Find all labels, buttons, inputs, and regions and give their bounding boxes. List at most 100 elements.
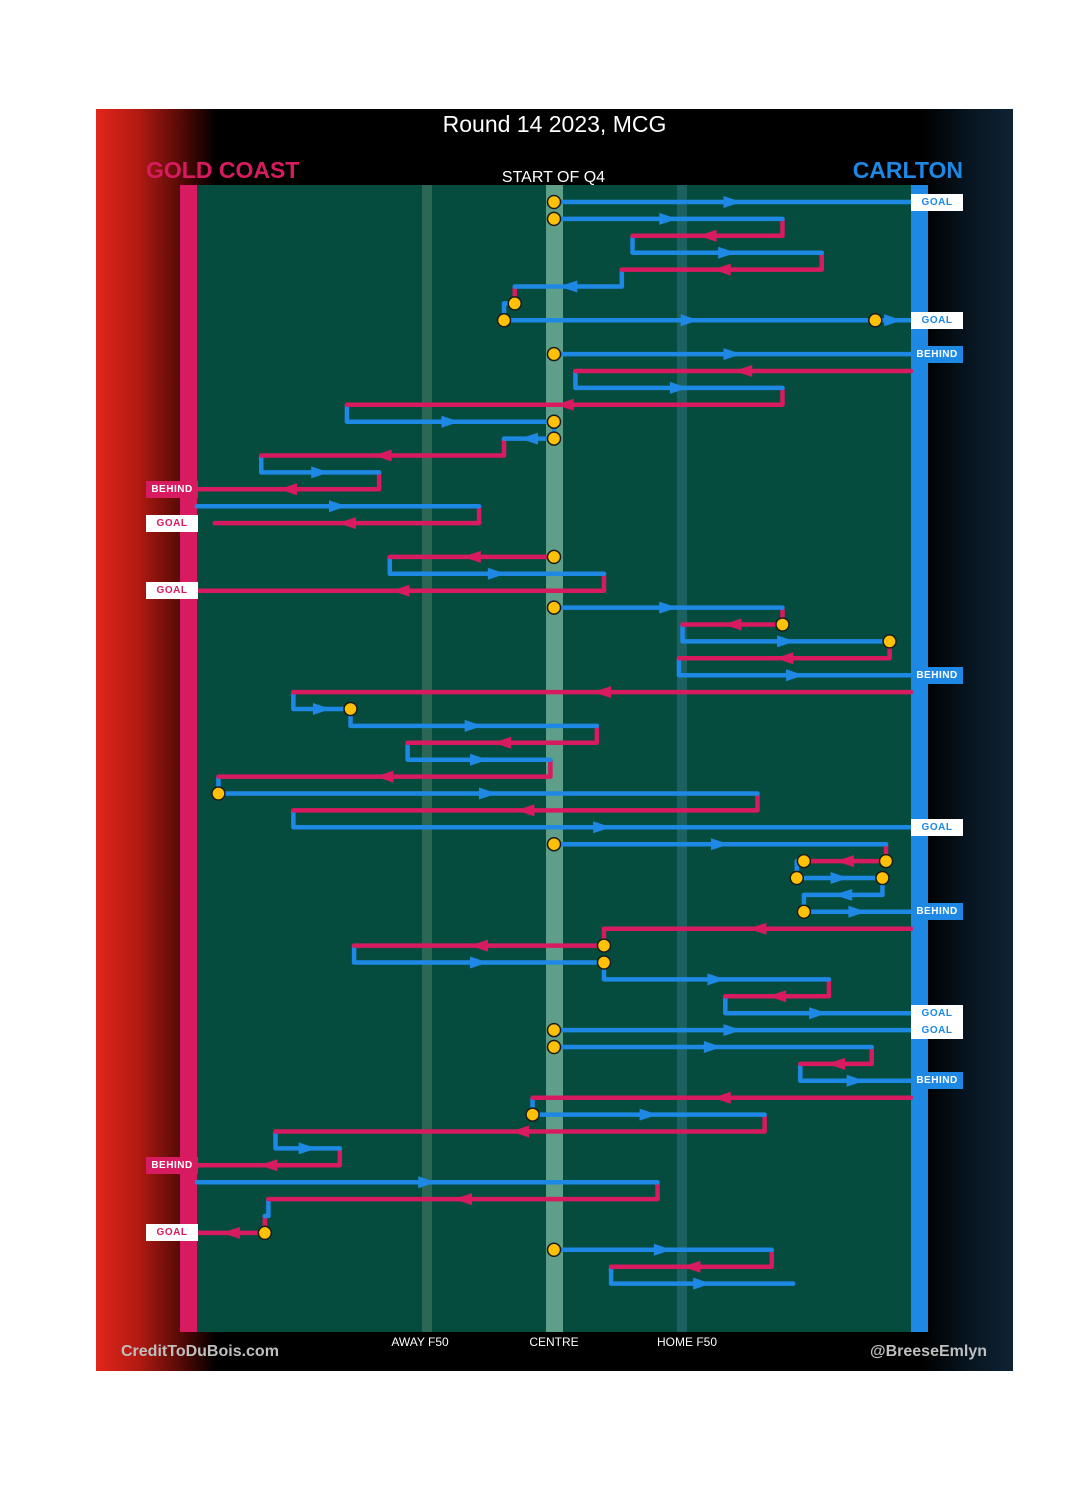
direction-arrow [846, 1074, 865, 1087]
axis-label-home-f50: HOME F50 [656, 1335, 718, 1349]
possession-chart [194, 194, 914, 1290]
direction-arrow [464, 719, 483, 732]
credit-handle: @BreeseEmlyn [870, 1343, 987, 1360]
direction-arrow [337, 517, 356, 530]
stoppage-marker [211, 786, 226, 801]
carlton-behind-tag: BEHIND [911, 666, 963, 684]
direction-arrow [848, 905, 867, 918]
home-f50-line [677, 185, 687, 1332]
stoppage-marker [496, 313, 512, 328]
direction-arrow [453, 1193, 472, 1206]
stoppage-marker [546, 414, 562, 429]
direction-arrow [653, 1243, 672, 1256]
gold-coast-goal-tag: GOAL [146, 514, 198, 532]
direction-arrow [511, 1125, 530, 1138]
gold-coast-behind-tag: BEHIND [146, 1156, 198, 1174]
chart-title: Round 14 2023, MCG [442, 111, 667, 137]
direction-arrow [884, 314, 903, 327]
direction-arrow [712, 1091, 731, 1104]
gold-coast-goal-line [180, 185, 197, 1332]
direction-arrow [775, 652, 794, 665]
direction-arrow [470, 956, 489, 969]
direction-arrow [669, 381, 688, 394]
carlton-goal-tag: GOAL [911, 1004, 963, 1022]
carlton-goal-tag: GOAL [911, 193, 963, 211]
direction-arrow [391, 584, 410, 597]
stoppage-marker [546, 600, 562, 615]
carlton-behind-tag: BEHIND [911, 345, 963, 363]
direction-arrow [375, 770, 394, 783]
stoppage-marker [546, 211, 562, 227]
gold-coast-goal-tag: GOAL [146, 1224, 198, 1242]
direction-arrow [279, 483, 298, 496]
stoppage-marker [546, 1022, 562, 1038]
carlton-behind-tag: BEHIND [911, 1072, 963, 1090]
stoppage-marker [525, 1107, 540, 1122]
stoppage-marker [775, 617, 790, 632]
direction-arrow [659, 601, 678, 614]
direction-arrow [520, 432, 539, 445]
direction-arrow [768, 990, 787, 1003]
carlton-goal-tag: GOAL [911, 818, 963, 836]
carlton-goal-tag: GOAL [911, 311, 963, 329]
direction-arrow [835, 855, 854, 868]
stoppage-marker [789, 870, 805, 886]
carlton-behind-tag: BEHIND [911, 903, 963, 921]
direction-arrow [707, 973, 726, 986]
stoppage-marker [546, 431, 562, 446]
direction-arrow [711, 838, 730, 851]
carlton-goal-tag: GOAL [911, 1021, 963, 1039]
credit-website: CreditToDuBois.com [121, 1343, 279, 1360]
stoppage-marker [257, 1225, 273, 1241]
stoppage-marker [882, 634, 897, 649]
direction-arrow [830, 872, 849, 884]
direction-arrow [470, 753, 489, 766]
direction-arrow [723, 618, 742, 631]
direction-arrow [682, 1260, 701, 1273]
direction-arrow [493, 736, 512, 749]
direction-arrow [298, 1142, 317, 1155]
direction-arrow [555, 398, 574, 411]
direction-arrow [221, 1226, 240, 1239]
stoppage-marker [546, 836, 562, 852]
axis-label-centre: CENTRE [529, 1335, 579, 1349]
direction-arrow [703, 1041, 722, 1053]
direction-arrow [639, 1108, 658, 1121]
direction-arrow [478, 787, 497, 800]
stoppage-marker [796, 904, 812, 920]
direction-arrow [259, 1159, 278, 1172]
carlton-team-label: CARLTON [852, 157, 963, 183]
direction-arrow [418, 1176, 437, 1189]
direction-arrow [827, 1057, 846, 1070]
gold-coast-goal-tag: GOAL [146, 582, 198, 600]
direction-arrow [470, 939, 489, 952]
direction-arrow [441, 415, 460, 428]
direction-arrow [809, 1007, 828, 1020]
direction-arrow [723, 348, 742, 361]
direction-arrow [516, 804, 535, 817]
direction-arrow [712, 263, 731, 276]
direction-arrow [593, 686, 612, 699]
direction-arrow [834, 888, 853, 901]
stoppage-marker [596, 938, 612, 953]
direction-arrow [373, 449, 392, 462]
direction-arrow [329, 500, 348, 513]
direction-arrow [718, 246, 737, 259]
stoppage-marker [546, 549, 562, 565]
carlton-goal-line [911, 185, 928, 1332]
direction-arrow [723, 196, 742, 208]
gold-coast-behind-tag: BEHIND [146, 480, 198, 498]
direction-arrow [462, 550, 481, 563]
stoppage-marker [596, 955, 612, 970]
stoppage-marker [343, 701, 358, 717]
stoppage-marker [796, 853, 812, 869]
direction-arrow [734, 365, 753, 377]
direction-arrow [659, 212, 678, 225]
direction-arrow [559, 280, 578, 293]
stoppage-marker [546, 194, 562, 210]
direction-arrow [693, 1277, 712, 1290]
stoppage-marker [507, 296, 522, 311]
axis-label-away-f50: AWAY F50 [391, 1335, 449, 1349]
stoppage-marker [868, 313, 883, 328]
stoppage-marker [875, 870, 890, 886]
